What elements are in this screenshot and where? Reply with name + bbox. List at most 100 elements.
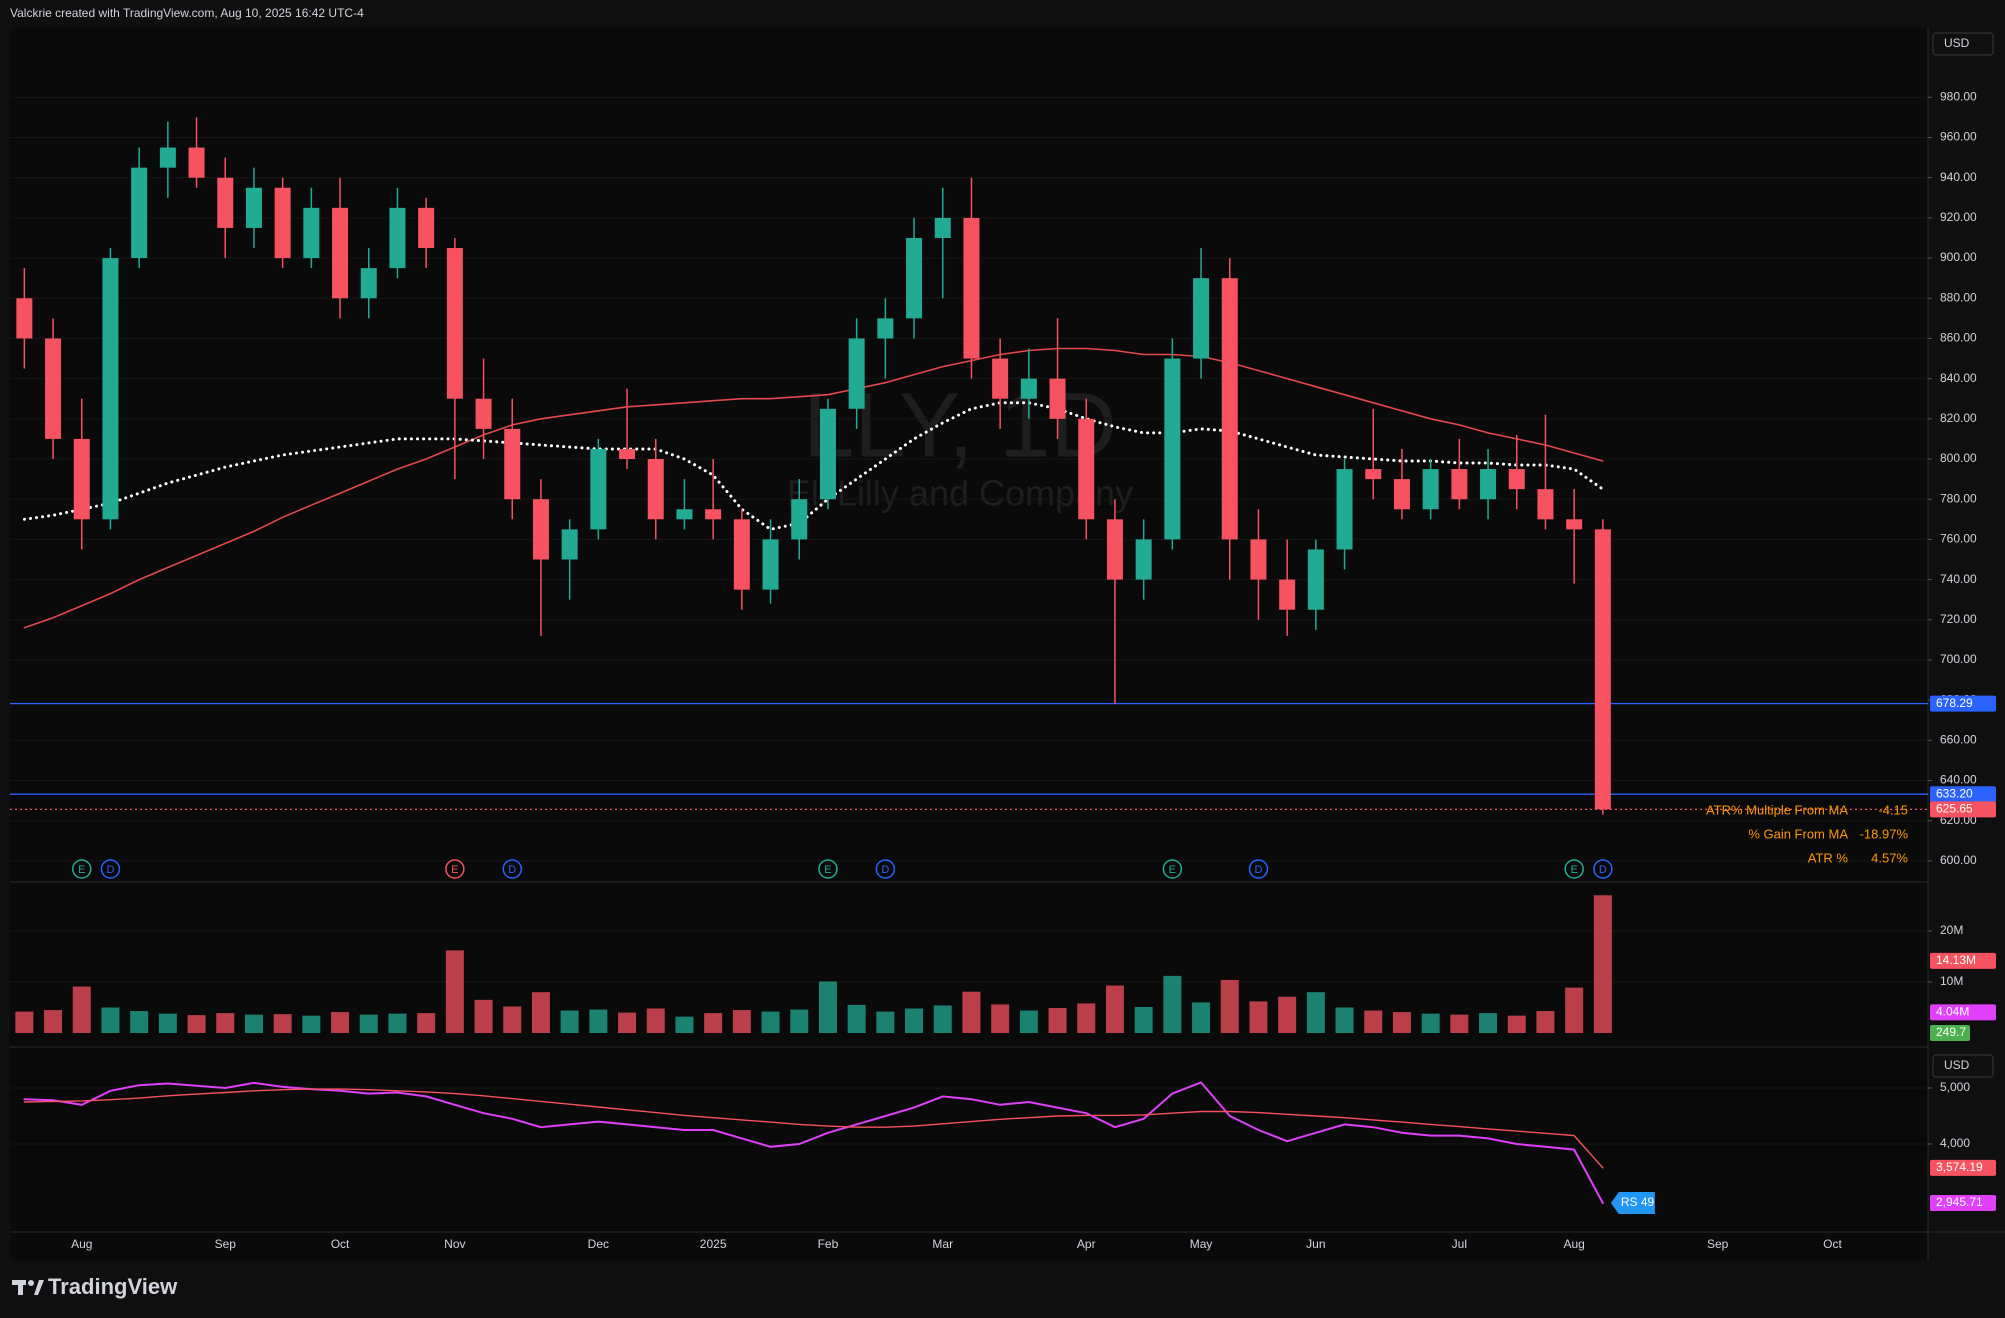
volume-bar bbox=[1306, 992, 1325, 1033]
event-label: D bbox=[106, 864, 114, 876]
footer bbox=[0, 1260, 2005, 1318]
logo-part bbox=[18, 1280, 23, 1295]
event-label: D bbox=[508, 864, 516, 876]
candle-body bbox=[1307, 549, 1324, 610]
x-tick-label: Jul bbox=[1452, 1237, 1467, 1251]
volume-bar bbox=[1335, 1007, 1354, 1033]
axis-badge-label: 4.04M bbox=[1936, 1005, 1969, 1019]
volume-bar bbox=[302, 1015, 321, 1033]
candle-body bbox=[1078, 418, 1095, 520]
volume-bar bbox=[1392, 1012, 1411, 1033]
x-tick-label: Sep bbox=[1707, 1237, 1729, 1251]
y-tick-label: 660.00 bbox=[1940, 733, 1977, 747]
candle-body bbox=[733, 519, 750, 590]
volume-bar bbox=[1536, 1011, 1555, 1033]
volume-bar bbox=[1192, 1002, 1211, 1033]
event-label: D bbox=[1599, 864, 1607, 876]
candle-body bbox=[389, 207, 406, 269]
volume-bar bbox=[216, 1013, 235, 1033]
volume-bar bbox=[876, 1011, 895, 1033]
volume-bar bbox=[72, 986, 91, 1033]
candle-body bbox=[73, 438, 90, 520]
candle-body bbox=[532, 499, 549, 560]
axis-badge bbox=[1930, 1004, 1996, 1021]
volume-bar bbox=[962, 991, 981, 1033]
axis-badge-label: 249.7 bbox=[1936, 1025, 1966, 1039]
candle-body bbox=[791, 499, 808, 540]
volume-bar bbox=[818, 981, 837, 1033]
y-tick-label: 800.00 bbox=[1940, 451, 1977, 465]
candle-body bbox=[1135, 539, 1152, 580]
price-badge-label: 678.29 bbox=[1936, 696, 1973, 710]
event-marker bbox=[72, 859, 92, 879]
axis-badge bbox=[1930, 1159, 1996, 1176]
axis-badge bbox=[1930, 1025, 1970, 1041]
volume-bar bbox=[991, 1004, 1010, 1033]
x-tick-label: Oct bbox=[1823, 1237, 1842, 1251]
volume-bar bbox=[503, 1006, 522, 1033]
axis-badge bbox=[1930, 1195, 1996, 1212]
x-tick-label: Aug bbox=[1563, 1237, 1584, 1251]
candle-body bbox=[590, 448, 607, 530]
rs-rating-badge bbox=[1610, 1192, 1655, 1215]
watermark-name: Eli Lilly and Company bbox=[787, 473, 1133, 514]
rs-rating-label: RS 49 bbox=[1621, 1195, 1655, 1209]
price-badge bbox=[1930, 786, 1996, 803]
y-tick-label: 820.00 bbox=[1940, 411, 1977, 425]
volume-bar bbox=[1565, 987, 1584, 1033]
volume-bar bbox=[1134, 1006, 1153, 1033]
y-tick-label: 920.00 bbox=[1940, 210, 1977, 224]
candle-body bbox=[303, 207, 320, 259]
moving-average bbox=[23, 347, 1604, 629]
currency-box[interactable] bbox=[1932, 32, 1994, 56]
volume-bar bbox=[761, 1011, 780, 1033]
footer-logo[interactable]: TradingView bbox=[48, 1274, 178, 1299]
candle-body bbox=[418, 207, 435, 249]
volume-bar bbox=[101, 1007, 120, 1033]
candle-body bbox=[188, 147, 205, 178]
axis-badge-label: 2,945.71 bbox=[1936, 1195, 1983, 1209]
x-tick-label: Mar bbox=[932, 1237, 953, 1251]
x-tick-label: Aug bbox=[71, 1237, 92, 1251]
candle-body bbox=[619, 448, 636, 460]
event-label: E bbox=[78, 864, 85, 876]
currency-box[interactable] bbox=[1932, 1054, 1994, 1078]
y-tick-label: 980.00 bbox=[1940, 89, 1977, 103]
candle-body bbox=[877, 318, 894, 339]
candle-body bbox=[1049, 378, 1066, 419]
rs-line bbox=[23, 1081, 1604, 1204]
y-tick-label: 700.00 bbox=[1940, 652, 1977, 666]
volume-bar bbox=[187, 1015, 206, 1033]
candle-body bbox=[217, 177, 234, 228]
volume-bar bbox=[704, 1013, 723, 1033]
price-badge-label: 625.65 bbox=[1936, 802, 1973, 816]
volume-bar bbox=[388, 1013, 407, 1033]
event-marker bbox=[1248, 859, 1269, 879]
volume-bar bbox=[790, 1009, 809, 1033]
event-marker bbox=[818, 859, 838, 879]
y-tick-label: 860.00 bbox=[1940, 331, 1977, 345]
volume-bar bbox=[1019, 1010, 1038, 1033]
candle-body bbox=[159, 147, 176, 168]
volume-bar bbox=[1249, 1001, 1268, 1033]
candle-body bbox=[906, 237, 923, 319]
candle-body bbox=[1336, 469, 1353, 550]
volume-bar bbox=[130, 1011, 149, 1033]
volume-bar bbox=[531, 992, 550, 1033]
candle-body bbox=[1537, 489, 1554, 520]
x-tick-label: Dec bbox=[588, 1237, 609, 1251]
volume-bar bbox=[1278, 996, 1297, 1033]
volume-bar bbox=[445, 950, 464, 1033]
candle-body bbox=[1393, 479, 1410, 510]
event-marker bbox=[1564, 859, 1584, 879]
candle-body bbox=[360, 268, 377, 299]
event-label: E bbox=[1169, 864, 1176, 876]
candle-body bbox=[475, 398, 492, 429]
volume-bar bbox=[15, 1011, 34, 1033]
candle-body bbox=[1193, 278, 1210, 359]
event-marker bbox=[875, 859, 896, 879]
event-label: E bbox=[1570, 864, 1577, 876]
volume-bar bbox=[675, 1016, 694, 1033]
